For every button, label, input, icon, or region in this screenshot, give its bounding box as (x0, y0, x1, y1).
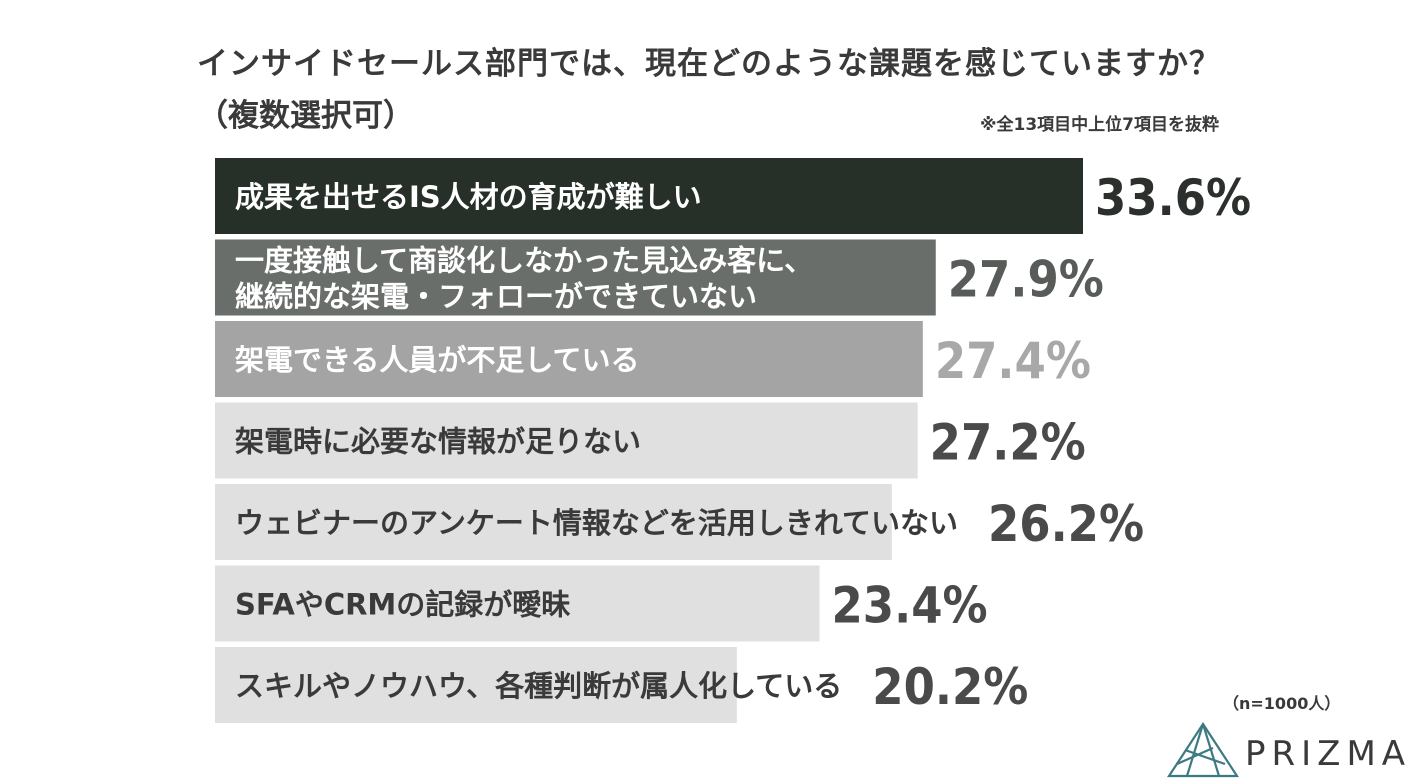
bar-label-2-line-1: 一度接触して商談化しなかった見込み客に、 (235, 244, 813, 278)
chart-title: インサイドセールス部門では、現在どのような課題を感じていますか？ (197, 46, 1221, 82)
value-label-6: 23.4% (832, 577, 988, 635)
bar-label-5: ウェビナーのアンケート情報などを活用しきれていない (235, 506, 958, 540)
bar-label-4: 架電時に必要な情報が足りない (235, 425, 641, 459)
value-label-1: 33.6% (1095, 169, 1251, 227)
value-label-5: 26.2% (988, 495, 1144, 553)
bar-3 (215, 321, 923, 397)
bar-label-1: 成果を出せるIS人材の育成が難しい (235, 180, 702, 214)
prizma-logo: PRIZMA (1163, 720, 1413, 780)
bar-7 (215, 647, 737, 723)
bar-label-7: スキルやノウハウ、各種判断が属人化している (235, 669, 842, 703)
chart-subtitle: （複数選択可） (197, 98, 414, 134)
chart-note: ※全13項目中上位7項目を抜粋 (979, 115, 1219, 135)
bar-label-6: SFAやCRMの記録が曖昧 (235, 588, 571, 622)
bar-label-3: 架電できる人員が不足している (235, 343, 640, 377)
prizma-logo-icon (1166, 721, 1240, 778)
value-label-3: 27.4% (935, 332, 1091, 390)
value-label-7: 20.2% (872, 658, 1028, 716)
sample-size: （n=1000人） (1223, 694, 1341, 713)
bar-2 (215, 239, 936, 316)
value-label-4: 27.2% (930, 414, 1086, 472)
bar-label-2-line-2: 継続的な架電・フォローができていない (235, 280, 757, 314)
brand-name: PRIZMA (1245, 734, 1412, 774)
bar-6 (215, 565, 820, 642)
value-label-2: 27.9% (948, 251, 1104, 309)
bar-5 (215, 484, 892, 560)
bar-4 (215, 402, 918, 479)
bar-1 (215, 158, 1083, 234)
